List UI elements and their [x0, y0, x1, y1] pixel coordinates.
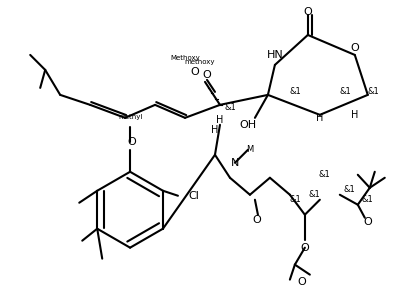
Text: &1: &1	[309, 190, 321, 199]
Text: O: O	[128, 137, 136, 147]
Text: O: O	[203, 70, 211, 80]
Text: M: M	[246, 145, 253, 154]
Text: &1: &1	[289, 195, 301, 204]
Text: H: H	[211, 125, 219, 135]
Text: OH: OH	[239, 120, 257, 130]
Text: O: O	[253, 215, 261, 225]
Text: &1: &1	[362, 195, 374, 204]
Text: &1: &1	[319, 170, 331, 179]
Text: &1: &1	[224, 103, 236, 112]
Text: O: O	[298, 277, 306, 287]
Text: O: O	[363, 217, 372, 227]
Text: H: H	[316, 113, 324, 123]
Text: N: N	[231, 158, 239, 168]
Text: methyl: methyl	[118, 114, 142, 120]
Text: O: O	[304, 7, 312, 17]
Text: &1: &1	[368, 87, 379, 96]
Text: &1: &1	[344, 185, 356, 194]
Text: &1: &1	[340, 87, 352, 96]
Text: O: O	[300, 243, 309, 253]
Text: &1: &1	[290, 87, 302, 96]
Text: O: O	[350, 43, 359, 53]
Text: H: H	[216, 115, 224, 125]
Text: Cl: Cl	[188, 191, 199, 201]
Text: HN: HN	[267, 50, 283, 60]
Text: H: H	[351, 110, 358, 120]
Text: Methoxy: Methoxy	[170, 55, 200, 61]
Text: O: O	[190, 67, 199, 77]
Text: methoxy: methoxy	[185, 59, 215, 65]
